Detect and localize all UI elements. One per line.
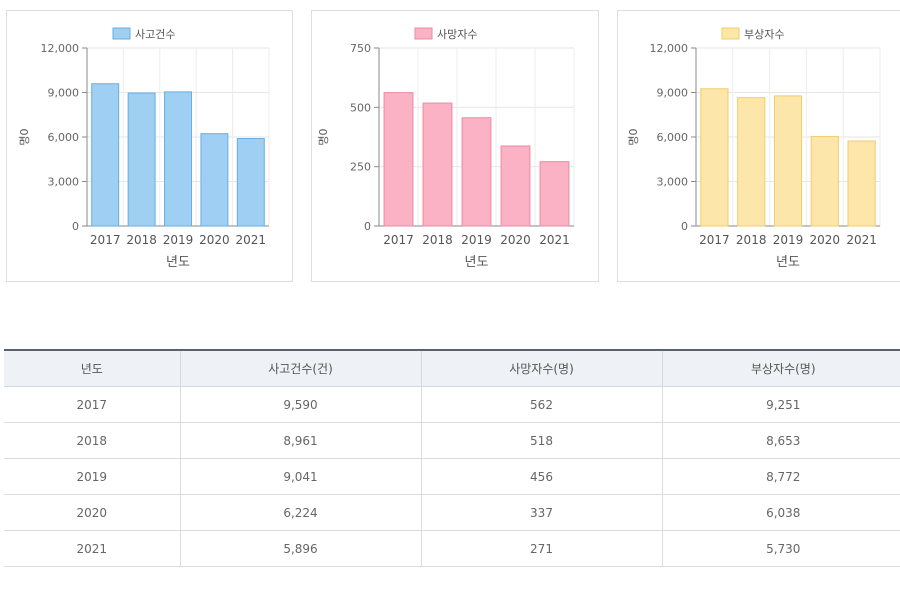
x-tick-label: 2021 <box>236 233 267 247</box>
legend-label: 사망자수 <box>437 28 477 41</box>
death-count-chart: 0 250 500 750 2017 2018 2019 2020 2021 년도 명0 사망자수 <box>311 10 599 282</box>
cell-year: 2020 <box>4 494 180 531</box>
bar <box>236 138 265 227</box>
bar <box>461 117 492 227</box>
y-tick-label: 9,000 <box>48 87 80 100</box>
x-tick-label: 2019 <box>461 233 492 247</box>
y-tick-label: 12,000 <box>41 42 80 55</box>
y-tick-label: 3,000 <box>48 176 80 189</box>
y-tick-label: 500 <box>350 101 371 114</box>
legend-swatch <box>414 27 433 40</box>
x-axis-title: 년도 <box>166 255 190 270</box>
y-axis-title: 명0 <box>317 128 330 145</box>
x-tick-label: 2021 <box>846 233 877 247</box>
x-tick-label: 2019 <box>163 233 194 247</box>
x-axis-title: 년도 <box>776 255 800 270</box>
legend-label: 부상자수 <box>744 28 784 41</box>
cell-injuries: 5,730 <box>661 530 900 567</box>
header-injuries: 부상자수(명) <box>661 349 900 387</box>
x-tick-label: 2019 <box>773 233 804 247</box>
cell-accidents: 6,224 <box>179 494 421 531</box>
table-row: 2021 5,896 271 5,730 <box>4 530 900 567</box>
x-tick-label: 2018 <box>736 233 767 247</box>
y-tick-label: 3,000 <box>657 176 689 189</box>
x-tick-label: 2021 <box>539 233 570 247</box>
cell-deaths: 562 <box>420 386 662 423</box>
injury-count-chart-svg: 0 3,000 6,000 9,000 12,000 2017 2018 2019 2020 20… <box>627 27 881 270</box>
bar <box>500 145 531 227</box>
cell-accidents: 5,896 <box>179 530 421 567</box>
bar <box>422 102 453 227</box>
table-row: 2019 9,041 456 8,772 <box>4 458 900 495</box>
y-tick-label: 9,000 <box>657 87 689 100</box>
x-tick-label: 2020 <box>500 233 531 247</box>
cell-deaths: 271 <box>420 530 662 567</box>
cell-injuries: 8,653 <box>661 422 900 459</box>
cell-year: 2018 <box>4 422 180 459</box>
cell-injuries: 8,772 <box>661 458 900 495</box>
x-tick-label: 2017 <box>90 233 121 247</box>
legend-swatch <box>112 27 131 40</box>
cell-year: 2019 <box>4 458 180 495</box>
x-tick-label: 2018 <box>422 233 453 247</box>
bar <box>164 91 192 227</box>
cell-deaths: 456 <box>420 458 662 495</box>
cell-injuries: 6,038 <box>661 494 900 531</box>
bar <box>847 140 876 227</box>
death-count-chart-svg: 0 250 500 750 2017 2018 2019 2020 2021 년도 명0 사망자수 <box>317 27 575 270</box>
y-axis-title: 명0 <box>18 128 31 145</box>
y-tick-label: 6,000 <box>657 131 689 144</box>
bar <box>700 88 729 227</box>
accident-count-chart-svg: 0 3,000 6,000 9,000 12,000 2017 2018 2019 2020 20… <box>18 27 270 270</box>
y-axis-title: 명0 <box>627 128 640 145</box>
y-tick-label: 0 <box>72 220 79 233</box>
x-tick-label: 2017 <box>699 233 730 247</box>
cell-deaths: 337 <box>420 494 662 531</box>
x-tick-label: 2020 <box>199 233 230 247</box>
table-row: 2017 9,590 562 9,251 <box>4 386 900 423</box>
y-tick-label: 250 <box>350 161 371 174</box>
x-tick-label: 2020 <box>810 233 841 247</box>
cell-year: 2021 <box>4 530 180 567</box>
x-tick-label: 2017 <box>383 233 414 247</box>
table-header-row: 년도 사고건수(건) 사망자수(명) 부상자수(명) <box>4 349 900 387</box>
cell-deaths: 518 <box>420 422 662 459</box>
x-tick-label: 2018 <box>126 233 157 247</box>
y-tick-label: 12,000 <box>650 42 689 55</box>
legend-swatch <box>721 27 740 40</box>
bar <box>773 95 803 227</box>
table-row: 2018 8,961 518 8,653 <box>4 422 900 459</box>
bar <box>810 135 839 227</box>
bar <box>91 83 120 227</box>
bar <box>127 92 156 227</box>
y-tick-label: 6,000 <box>48 131 80 144</box>
table-row: 2020 6,224 337 6,038 <box>4 494 900 531</box>
cell-accidents: 9,041 <box>179 458 421 495</box>
y-tick-label: 0 <box>681 220 688 233</box>
header-deaths: 사망자수(명) <box>420 349 662 387</box>
bar <box>539 161 570 227</box>
cell-accidents: 9,590 <box>179 386 421 423</box>
statistics-table: 년도 사고건수(건) 사망자수(명) 부상자수(명) 2017 9,590 56… <box>4 349 900 567</box>
x-axis-title: 년도 <box>465 255 489 270</box>
header-accidents: 사고건수(건) <box>179 349 421 387</box>
cell-year: 2017 <box>4 386 180 423</box>
legend-label: 사고건수 <box>135 28 175 41</box>
bar <box>737 97 766 227</box>
bar <box>383 92 414 227</box>
bar <box>200 133 229 227</box>
injury-count-chart: 0 3,000 6,000 9,000 12,000 2017 2018 2019 2020 20… <box>617 10 900 282</box>
accident-count-chart: 0 3,000 6,000 9,000 12,000 2017 2018 2019 2020 20… <box>6 10 293 282</box>
header-year: 년도 <box>4 349 180 387</box>
cell-accidents: 8,961 <box>179 422 421 459</box>
y-tick-label: 750 <box>350 42 371 55</box>
cell-injuries: 9,251 <box>661 386 900 423</box>
y-tick-label: 0 <box>364 220 371 233</box>
